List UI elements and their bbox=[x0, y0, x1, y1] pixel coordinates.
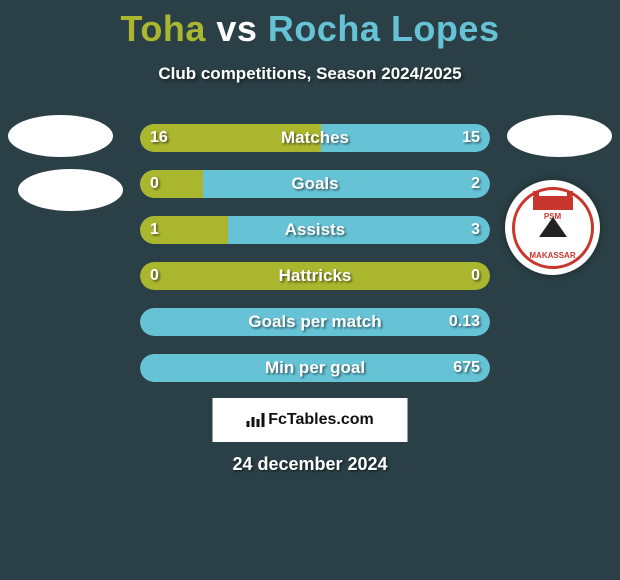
club-badge-inner: PSM MAKASSAR bbox=[512, 187, 594, 269]
player1-avatar-placeholder-1 bbox=[8, 115, 113, 157]
comparison-title: Toha vs Rocha Lopes bbox=[0, 0, 620, 50]
watermark: FcTables.com bbox=[213, 398, 408, 442]
stat-bars-container: Matches1615Goals02Assists13Hattricks00Go… bbox=[140, 124, 490, 400]
stat-row: Goals0 2 bbox=[140, 170, 490, 198]
stat-value-right: 0.13 bbox=[449, 308, 480, 336]
stat-value-right: 675 bbox=[453, 354, 480, 382]
stat-label: Matches bbox=[140, 124, 490, 152]
stat-row: Min per goal675 bbox=[140, 354, 490, 382]
stat-label: Assists bbox=[140, 216, 490, 244]
subtitle: Club competitions, Season 2024/2025 bbox=[0, 64, 620, 84]
stat-value-left: 16 bbox=[150, 124, 168, 152]
stat-row: Goals per match0.13 bbox=[140, 308, 490, 336]
badge-mountain-icon bbox=[536, 217, 570, 243]
stat-value-right: 15 bbox=[462, 124, 480, 152]
player2-name: Rocha Lopes bbox=[268, 8, 500, 49]
stat-label: Goals bbox=[140, 170, 490, 198]
club-badge: PSM MAKASSAR bbox=[505, 180, 600, 275]
stat-value-left: 0 bbox=[150, 262, 159, 290]
vs-text: vs bbox=[216, 8, 257, 49]
stat-label: Goals per match bbox=[140, 308, 490, 336]
stat-row: Matches16 15 bbox=[140, 124, 490, 152]
stat-value-right: 2 bbox=[471, 170, 480, 198]
stat-value-right: 0 bbox=[471, 262, 480, 290]
player1-name: Toha bbox=[121, 8, 206, 49]
stat-value-right: 3 bbox=[471, 216, 480, 244]
badge-text-bottom: MAKASSAR bbox=[529, 251, 575, 260]
watermark-text: FcTables.com bbox=[268, 411, 374, 429]
badge-brick-icon bbox=[533, 196, 573, 210]
player2-avatar-placeholder bbox=[507, 115, 612, 157]
stat-row: Hattricks0 0 bbox=[140, 262, 490, 290]
date-text: 24 december 2024 bbox=[0, 454, 620, 475]
stat-value-left: 0 bbox=[150, 170, 159, 198]
stat-label: Min per goal bbox=[140, 354, 490, 382]
stat-value-left: 1 bbox=[150, 216, 159, 244]
stat-label: Hattricks bbox=[140, 262, 490, 290]
stat-row: Assists1 3 bbox=[140, 216, 490, 244]
player1-avatar-placeholder-2 bbox=[18, 169, 123, 211]
chart-icon bbox=[246, 413, 264, 427]
